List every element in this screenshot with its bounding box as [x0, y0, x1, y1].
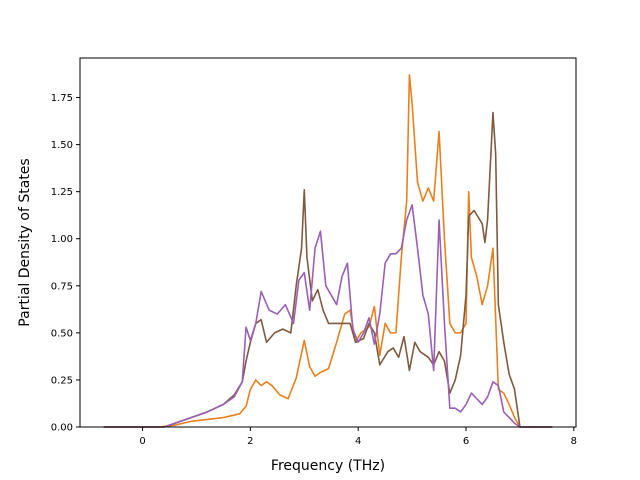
x-tick-label: 2	[247, 436, 253, 447]
series-line-2	[103, 111, 553, 428]
series-layer	[103, 74, 553, 428]
y-tick-label: 0.00	[51, 423, 73, 434]
series-line-1	[103, 74, 553, 428]
series-line-3	[103, 204, 553, 428]
y-tick-label: 1.00	[51, 234, 73, 245]
y-tick-label: 1.50	[51, 140, 73, 151]
y-tick-label: 1.25	[51, 187, 73, 198]
y-axis-label: Partial Density of States	[17, 158, 33, 326]
x-tick-label: 6	[463, 436, 469, 447]
y-tick-label: 0.75	[51, 281, 73, 292]
plot-frame	[79, 57, 577, 428]
x-tick-label: 0	[139, 436, 145, 447]
x-axis-ticks: 0 2 4 6 8	[139, 427, 577, 447]
x-axis-label: Frequency (THz)	[271, 458, 385, 474]
y-tick-label: 0.25	[51, 375, 73, 386]
y-axis-ticks: 0.00 0.25 0.50 0.75 1.00 1.25 1.50 1.75	[51, 93, 80, 434]
x-tick-label: 4	[355, 436, 361, 447]
y-tick-label: 0.50	[51, 328, 73, 339]
x-tick-label: 8	[571, 436, 577, 447]
y-tick-label: 1.75	[51, 93, 73, 104]
